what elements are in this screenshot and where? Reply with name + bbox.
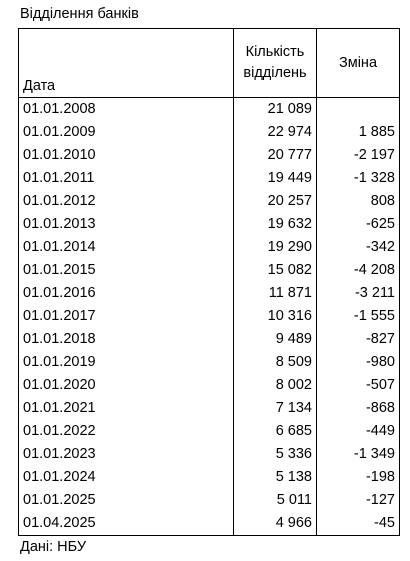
table-cell: -198 [365,469,395,485]
table-cell: 19 632 [233,213,317,236]
footer: Дані: НБУ [20,539,87,555]
table-cell: -625 [365,216,395,232]
table-cell: -507 [365,377,395,393]
table: Дата Кількість відділень Зміна 01.01.2008 2… [18,28,400,536]
table-row: 01.01.2010 20 777 -2 197 [18,144,400,167]
table-cell: 1 885 [358,124,395,140]
table-cell: 8 509 [233,351,317,374]
table-row: 01.01.2018 9 489 -827 [18,328,400,351]
table-cell: -980 [365,354,395,370]
title: Відділення банків [20,6,139,22]
table-cell: 01.01.2008 [18,97,234,121]
table-cell: 11 871 [233,282,317,305]
column-header: Зміна [316,28,400,98]
column-header: Кількість відділень [233,28,317,98]
table-cell: -868 [365,400,395,416]
table-cell: 19 449 [233,167,317,190]
header-row: Дата Кількість відділень Зміна [18,28,400,98]
table-cell: 01.04.2025 [18,512,234,536]
table-row: 01.01.2021 7 134 -868 [18,397,400,420]
table-cell [317,98,400,122]
table-cell: -827 [365,331,395,347]
table-row: 01.01.2024 5 138 -198 [18,466,400,489]
table-cell: 01.01.2017 [18,305,234,328]
table-row: 01.04.2025 4 966 -45 [18,512,400,536]
table-cell: 01.01.2021 [18,397,234,420]
table-cell: -3 211 [354,285,395,301]
table-cell: 01.01.2019 [18,351,234,374]
table-body: 01.01.2008 21 089 01.01.2009 22 974 1 885 01.… [18,97,400,536]
table-cell: 5 138 [233,466,317,489]
table-cell: 01.01.2025 [18,489,234,512]
column-header: Дата [18,28,234,98]
table-row: 01.01.2023 5 336 -1 349 [18,443,400,466]
table-cell: 01.01.2014 [18,236,234,259]
table-cell: 21 089 [233,97,317,121]
table-cell: 01.01.2022 [18,420,234,443]
table-cell: 8 002 [233,374,317,397]
table-cell: 5 336 [233,443,317,466]
table-cell: 01.01.2023 [18,443,234,466]
table-row: 01.01.2008 21 089 [18,97,400,122]
table-row: 01.01.2013 19 632 -625 [18,213,400,236]
table-cell: -1 349 [353,446,395,462]
table-cell: 20 257 [233,190,317,213]
table-cell: 01.01.2011 [18,167,234,190]
table-cell: -1 328 [353,170,395,186]
table-cell: 10 316 [233,305,317,328]
table-cell: -342 [365,239,395,255]
table-cell: 01.01.2018 [18,328,234,351]
table-cell: -449 [365,423,395,439]
table-row: 01.01.2020 8 002 -507 [18,374,400,397]
table-cell: 01.01.2024 [18,466,234,489]
table-row: 01.01.2014 19 290 -342 [18,236,400,259]
table-cell: 4 966 [233,512,317,536]
table-cell: 15 082 [233,259,317,282]
table-cell: 01.01.2010 [18,144,234,167]
table-cell: 01.01.2016 [18,282,234,305]
table-cell: 7 134 [233,397,317,420]
table-cell: 19 290 [233,236,317,259]
table-cell: 22 974 [233,121,317,144]
table-row: 01.01.2009 22 974 1 885 [18,121,400,144]
table-row: 01.01.2017 10 316 -1 555 [18,305,400,328]
table-cell: -4 208 [353,262,395,278]
table-cell: 6 685 [233,420,317,443]
table-row: 01.01.2012 20 257 808 [18,190,400,213]
table-cell: -45 [374,515,395,531]
table-row: 01.01.2025 5 011 -127 [18,489,400,512]
table-row: 01.01.2015 15 082 -4 208 [18,259,400,282]
table-row: 01.01.2011 19 449 -1 328 [18,167,400,190]
table-cell: -127 [365,492,395,508]
table-cell: 01.01.2012 [18,190,234,213]
table-cell: 01.01.2015 [18,259,234,282]
table-row: 01.01.2019 8 509 -980 [18,351,400,374]
table-cell: 01.01.2009 [18,121,234,144]
table-row: 01.01.2022 6 685 -449 [18,420,400,443]
table-cell: -1 555 [353,308,395,324]
table-cell: 01.01.2013 [18,213,234,236]
table-cell: 20 777 [233,144,317,167]
table-cell: 01.01.2020 [18,374,234,397]
table-cell: -2 197 [353,147,395,163]
table-row: 01.01.2016 11 871 -3 211 [18,282,400,305]
table-cell: 9 489 [233,328,317,351]
table-cell: 808 [370,193,395,209]
table-cell: 5 011 [233,489,317,512]
